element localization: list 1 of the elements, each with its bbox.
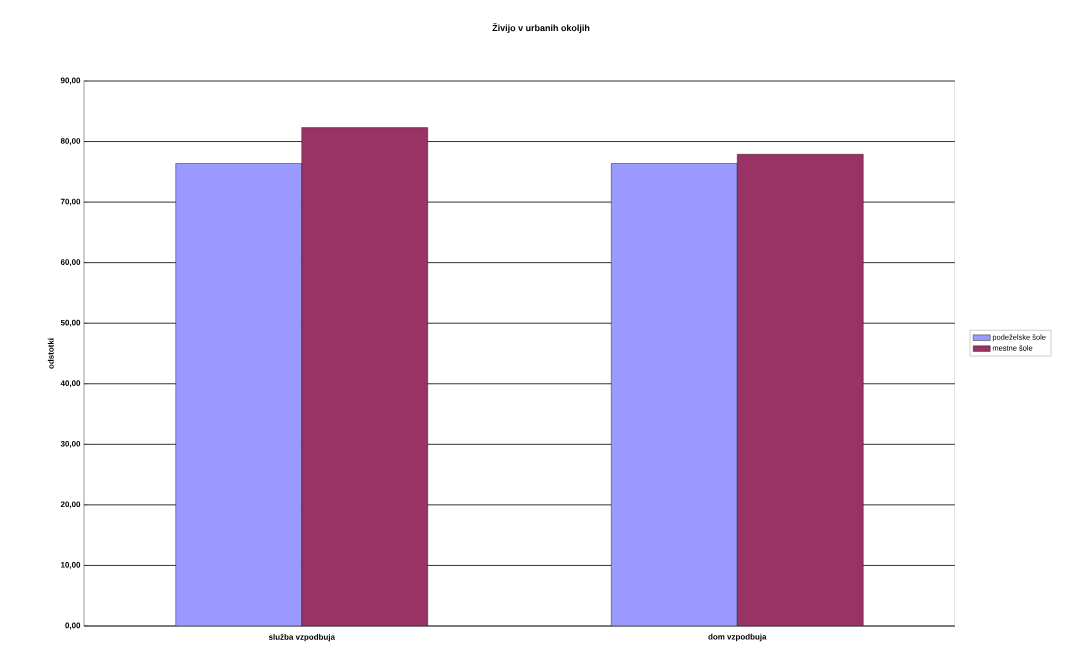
chart-title: Živijo v urbanih okoljih [492, 23, 590, 33]
